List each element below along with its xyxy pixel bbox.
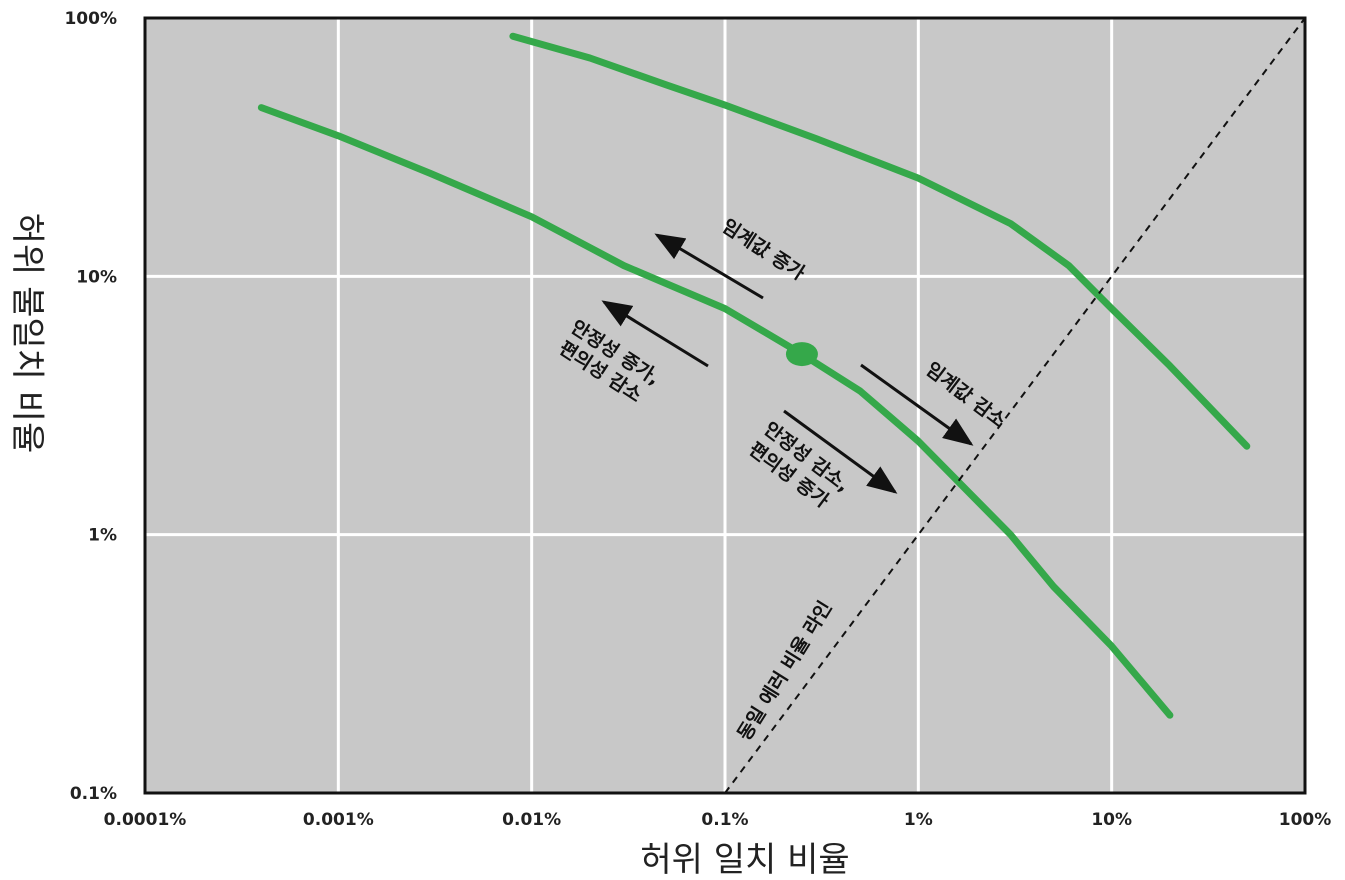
- tick-labels: 0.0001% 0.001% 0.01% 0.1% 1% 10% 100% 0.1% 1% 10%…: [64, 9, 1331, 830]
- det-curve-1: [509, 32, 1251, 450]
- y-tick-label: 10%: [76, 267, 117, 287]
- x-tick-label: 0.01%: [502, 810, 561, 830]
- x-tick-label: 0.1%: [701, 810, 748, 830]
- threshold-decrease-arrow: [860, 363, 974, 446]
- operating-point-marker: [785, 342, 818, 367]
- x-tick-label: 10%: [1091, 810, 1132, 830]
- x-tick-label: 0.0001%: [104, 810, 187, 830]
- x-tick-label: 100%: [1279, 810, 1332, 830]
- x-tick-label: 1%: [904, 810, 933, 830]
- security-decrease-arrow: [783, 409, 898, 494]
- y-tick-label: 1%: [88, 526, 117, 546]
- x-axis-title: 허위 일치 비율: [640, 840, 849, 880]
- equal-error-rate-line: [724, 17, 1306, 794]
- plot-frame: [143, 16, 1307, 795]
- security-increase-arrow: [601, 300, 709, 368]
- y-axis-title: 허위 불일치 비율: [7, 213, 47, 454]
- y-tick-label: 100%: [64, 9, 117, 29]
- y-tick-label: 0.1%: [70, 784, 117, 804]
- threshold-increase-arrow: [654, 233, 764, 300]
- curves: [257, 17, 1306, 794]
- grid: [145, 18, 1305, 793]
- x-tick-label: 0.001%: [303, 810, 374, 830]
